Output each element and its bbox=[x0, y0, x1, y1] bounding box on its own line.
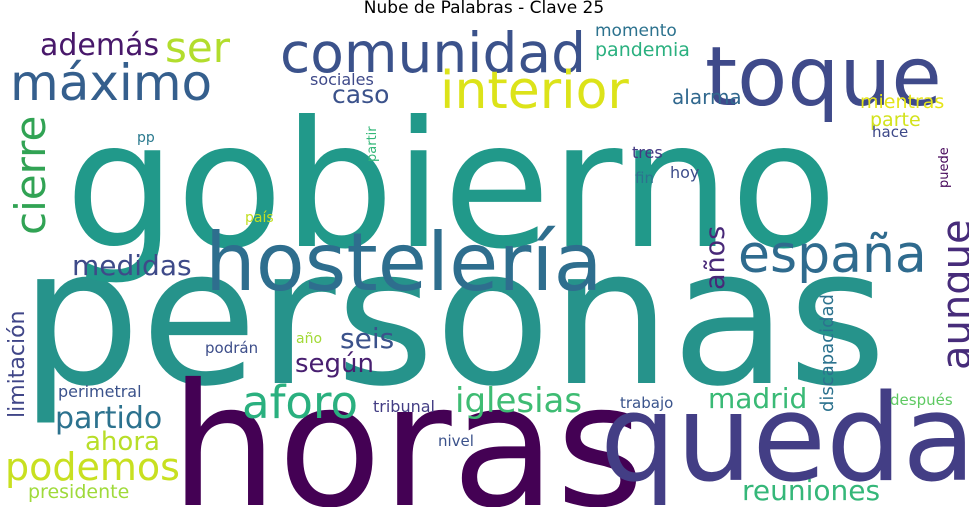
word-mientras: mientras bbox=[860, 91, 944, 113]
word-podemos: podemos bbox=[5, 445, 180, 489]
word-ademas: además bbox=[40, 28, 159, 63]
word-aforo: aforo bbox=[242, 376, 358, 429]
word-pais: país bbox=[245, 210, 274, 226]
word-partir: partir bbox=[365, 126, 380, 162]
word-momento: momento bbox=[595, 21, 677, 41]
word-pandemia: pandemia bbox=[595, 39, 690, 61]
word-presidente: presidente bbox=[28, 481, 129, 503]
word-ser: ser bbox=[165, 23, 231, 72]
word-ahora: ahora bbox=[85, 427, 160, 457]
word-seis: seis bbox=[340, 322, 394, 355]
word-espana: españa bbox=[738, 225, 927, 285]
word-perimetral: perimetral bbox=[58, 382, 142, 401]
word-interior: interior bbox=[440, 61, 629, 121]
word-madrid: madrid bbox=[708, 382, 807, 415]
word-sociales: sociales bbox=[310, 70, 374, 89]
word-tribunal: tribunal bbox=[373, 397, 435, 416]
word-comunidad: comunidad bbox=[280, 21, 586, 85]
word-hoy: hoy bbox=[670, 163, 699, 182]
word-aunque: aunque bbox=[934, 219, 969, 370]
word-toque: toque bbox=[705, 30, 942, 125]
word-hace: hace bbox=[872, 123, 908, 141]
word-ano: año bbox=[296, 331, 322, 347]
word-fin: fin bbox=[635, 169, 654, 187]
word-despues: después bbox=[890, 391, 953, 409]
word-reuniones: reuniones bbox=[742, 474, 880, 507]
word-parte: parte bbox=[870, 109, 921, 131]
word-cierre: cierre bbox=[6, 116, 55, 235]
word-medidas: medidas bbox=[72, 249, 192, 282]
chart-title: Nube de Palabras - Clave 25 bbox=[364, 0, 604, 18]
word-iglesias: iglesias bbox=[455, 381, 582, 421]
word-segun: según bbox=[295, 349, 374, 379]
word-maximo: máximo bbox=[10, 54, 212, 112]
word-caso: caso bbox=[332, 80, 389, 109]
word-personas: personas bbox=[20, 207, 887, 428]
word-trabajo: trabajo bbox=[620, 394, 673, 412]
word-pp: pp bbox=[137, 130, 155, 146]
word-hosteleria: hostelería bbox=[205, 216, 603, 309]
word-anos: años bbox=[700, 226, 731, 290]
word-gobierno: gobierno bbox=[65, 85, 837, 288]
word-alarma: alarma bbox=[672, 85, 742, 109]
word-nivel: nivel bbox=[438, 432, 474, 450]
word-partido: partido bbox=[55, 401, 162, 436]
word-tres: tres bbox=[632, 143, 663, 162]
word-limitacion: limitación bbox=[5, 311, 30, 419]
word-puede: puede bbox=[937, 147, 952, 188]
word-discapacidad: discapacidad bbox=[817, 294, 838, 412]
word-horas: horas bbox=[170, 348, 644, 507]
word-queda: queda bbox=[600, 370, 969, 507]
word-podran: podrán bbox=[205, 339, 258, 357]
